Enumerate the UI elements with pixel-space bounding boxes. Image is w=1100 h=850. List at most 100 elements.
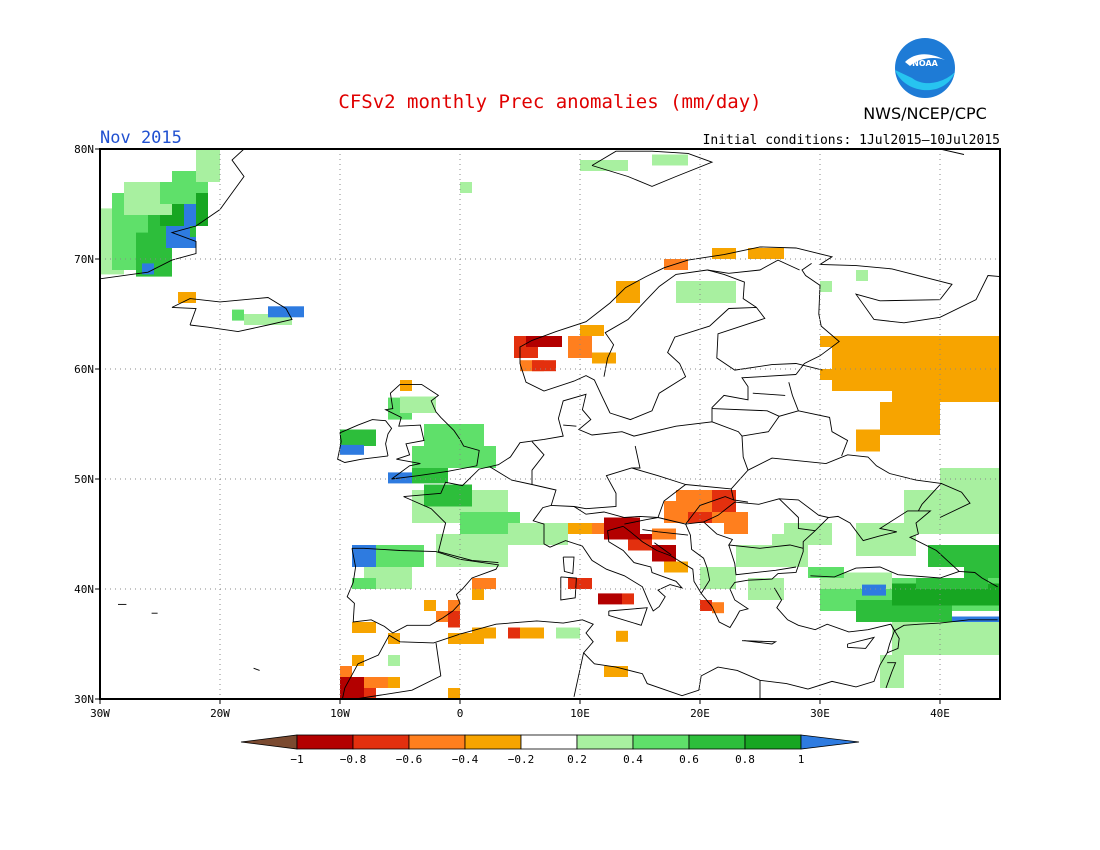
country-border	[563, 424, 577, 427]
colorbar-label: 0.8	[735, 753, 755, 766]
anomaly-cell	[352, 622, 376, 633]
anomaly-cell	[508, 523, 568, 545]
coastline	[346, 547, 500, 634]
anomaly-cell	[460, 182, 472, 193]
coastline	[622, 510, 961, 629]
x-tick-label: 20E	[690, 707, 710, 720]
anomaly-cell	[676, 281, 736, 303]
anomaly-cell	[940, 468, 1000, 501]
noaa-logo: NOAA	[895, 38, 955, 98]
anomaly-cell	[616, 630, 628, 642]
coastline	[171, 297, 293, 333]
anomaly-cell	[604, 517, 640, 540]
country-border	[894, 619, 998, 632]
anomaly-cell	[196, 149, 220, 182]
axes: 30W 20W 10W 0 10E 20E 30E 40E 30N 40N 50N 60N 70N 80N	[74, 143, 950, 720]
country-border	[885, 662, 897, 689]
month-label: Nov 2015	[100, 128, 182, 148]
country-border	[795, 263, 840, 375]
anomaly-cell	[688, 512, 712, 523]
country-border	[752, 392, 786, 396]
anomaly-cell	[556, 627, 580, 639]
country-border	[728, 544, 797, 576]
anomaly-cell	[436, 611, 448, 622]
map-area	[100, 149, 1000, 699]
colorbar-label: 0.2	[567, 753, 587, 766]
x-tick-label: 30W	[90, 707, 110, 720]
anomaly-cell	[568, 578, 592, 589]
noaa-logo-text: NOAA	[912, 59, 938, 68]
country-border	[733, 499, 749, 503]
anomaly-cell	[880, 402, 940, 435]
anomaly-cell	[700, 567, 736, 589]
colorbar-swatch	[520, 734, 578, 750]
anomaly-cell	[700, 600, 712, 611]
chart-title: CFSv2 monthly Prec anomalies (mm/day)	[338, 91, 761, 113]
country-border	[355, 642, 442, 699]
anomaly-cell	[472, 578, 496, 589]
y-tick-label: 40N	[74, 583, 94, 596]
anomaly-cell	[436, 534, 508, 567]
coastline	[774, 587, 895, 690]
y-tick-label: 30N	[74, 693, 94, 706]
anomaly-cell	[142, 263, 154, 275]
anomaly-layer	[100, 149, 1000, 699]
y-tick-label: 60N	[74, 363, 94, 376]
country-border	[624, 517, 659, 525]
country-border	[685, 498, 816, 532]
coastline	[337, 419, 393, 463]
coastline	[591, 150, 714, 187]
init-conditions: Initial conditions: 1Jul2015–10Jul2015	[703, 133, 1000, 148]
country-border	[642, 529, 689, 536]
anomaly-cell	[568, 523, 592, 534]
country-border	[654, 542, 672, 556]
country-border	[741, 382, 799, 437]
country-border	[747, 454, 943, 512]
anomaly-cell	[928, 545, 1000, 567]
anomaly-cell	[856, 270, 868, 281]
x-tick-label: 30E	[810, 707, 830, 720]
coastline	[549, 525, 684, 612]
anomaly-cell	[892, 622, 1000, 655]
anomaly-cell	[184, 237, 196, 248]
country-border	[939, 482, 971, 518]
x-tick-label: 10W	[330, 707, 350, 720]
map-frame	[99, 148, 1001, 700]
anomaly-cell	[598, 593, 622, 605]
anomaly-cell	[712, 490, 736, 512]
x-tick-label: 10E	[570, 707, 590, 720]
anomaly-cell	[352, 545, 376, 567]
gridlines	[100, 149, 1000, 699]
anomaly-cell	[472, 627, 496, 639]
anomaly-cell	[652, 154, 688, 166]
anomaly-cell	[340, 677, 364, 699]
anomaly-cell	[676, 490, 724, 501]
country-border	[959, 570, 998, 588]
y-tick-label: 80N	[74, 143, 94, 156]
anomaly-cell	[268, 306, 304, 318]
colorbar-label: 1	[798, 753, 805, 766]
anomaly-cell	[448, 633, 484, 644]
country-border	[779, 498, 829, 518]
anomaly-cell	[412, 446, 496, 468]
country-border	[631, 467, 686, 485]
country-border	[798, 410, 849, 457]
country-border	[887, 623, 900, 654]
country-border	[707, 259, 800, 274]
coastline	[519, 246, 1000, 414]
anomaly-cell	[664, 259, 688, 270]
coastline	[100, 149, 245, 280]
colorbar-swatch	[688, 734, 746, 750]
country-border	[657, 488, 735, 525]
anomaly-cell	[424, 484, 472, 507]
country-border	[489, 466, 557, 548]
colorbar-label: −0.6	[396, 753, 423, 766]
country-border	[438, 551, 499, 564]
country-border	[711, 421, 749, 490]
anomaly-cell	[652, 528, 676, 540]
anomaly-cell	[526, 336, 562, 347]
country-border	[531, 441, 545, 485]
country-border	[685, 523, 711, 594]
anomaly-cell	[400, 380, 412, 391]
country-border	[551, 445, 641, 510]
